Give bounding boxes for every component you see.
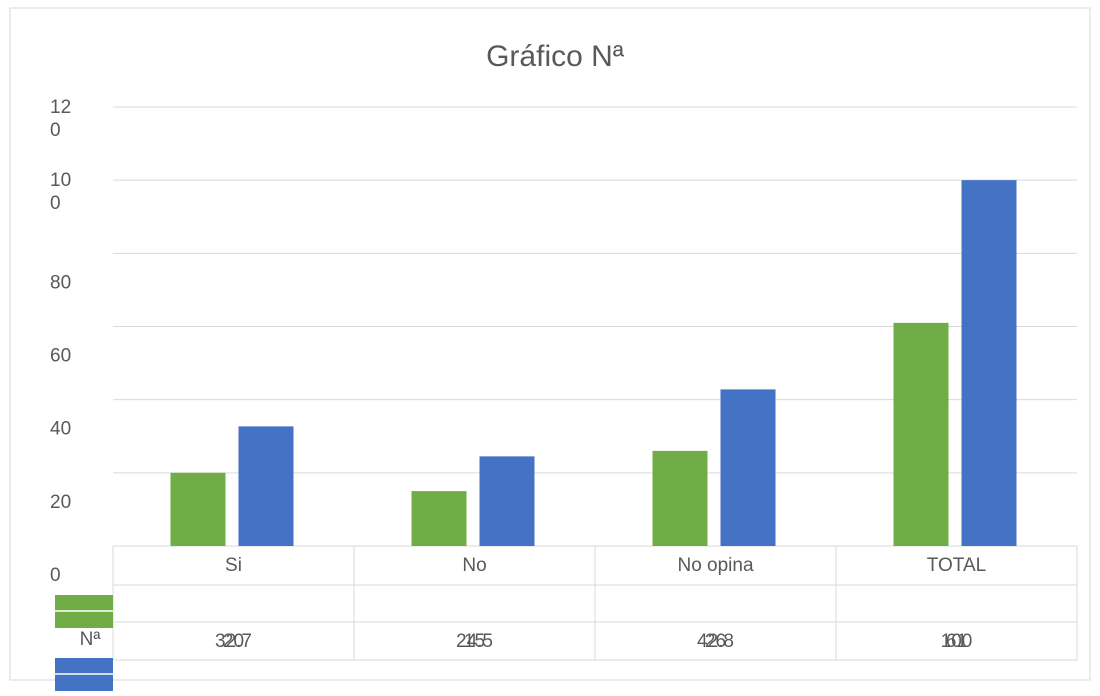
table-value: 20 <box>223 631 244 652</box>
x-tick-label: TOTAL <box>927 555 986 576</box>
y-tick-label: 40 <box>50 419 71 440</box>
chart-title: Gráfico Nª <box>486 40 625 73</box>
bar <box>238 426 294 546</box>
y-tick-label: 12 0 <box>50 97 71 141</box>
bar <box>170 472 226 546</box>
table-value: 42.8 <box>697 631 734 652</box>
x-tick-label: No <box>462 555 486 576</box>
y-tick-part: 0 <box>50 120 61 141</box>
y-tick-label: 0 <box>50 565 61 586</box>
y-tick-label: 80 <box>50 272 71 293</box>
bar <box>720 389 776 546</box>
table-value: 100 <box>941 631 973 652</box>
bar <box>411 491 467 546</box>
table-value: 15 <box>464 631 485 652</box>
table-value: 61 <box>946 631 967 652</box>
y-tick-part: 0 <box>50 193 61 214</box>
table-value: 32.7 <box>215 631 252 652</box>
y-tick-label: 10 0 <box>50 170 71 214</box>
bar <box>961 180 1017 546</box>
table-value: 26 <box>705 631 726 652</box>
y-tick-part: 12 <box>50 97 71 118</box>
bar <box>652 450 708 546</box>
y-tick-label: 20 <box>50 492 71 513</box>
bar <box>479 456 535 546</box>
table-value: 24.5 <box>456 631 493 652</box>
x-tick-label: Si <box>225 555 242 576</box>
x-tick-label: No opina <box>677 555 753 576</box>
y-tick-label: 60 <box>50 346 71 367</box>
legend-label: Nª <box>80 629 102 650</box>
y-tick-part: 10 <box>50 170 71 191</box>
bar <box>893 322 949 546</box>
